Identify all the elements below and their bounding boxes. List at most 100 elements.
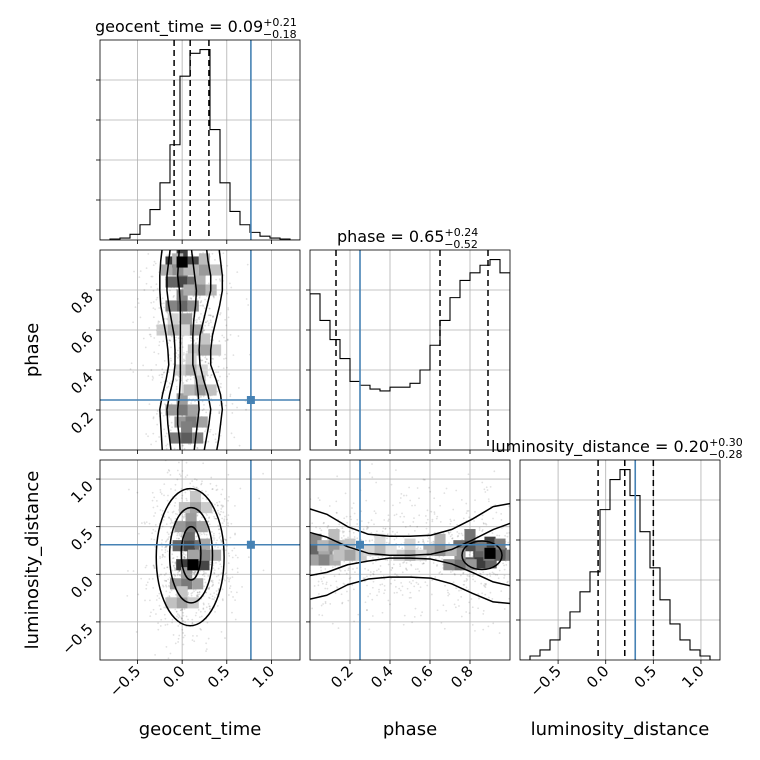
sample-point: [209, 367, 212, 370]
sample-point: [169, 429, 172, 432]
sample-point: [189, 241, 191, 243]
sample-point: [213, 569, 216, 572]
sample-point: [216, 528, 218, 530]
sample-point: [220, 510, 222, 513]
sample-point: [209, 376, 212, 379]
sample-point: [165, 444, 168, 447]
sample-point: [194, 589, 197, 591]
sample-point: [199, 187, 201, 189]
sample-point: [180, 616, 183, 619]
sample-point: [471, 623, 474, 626]
sample-point: [451, 533, 453, 536]
sample-point: [393, 538, 396, 541]
sample-point: [180, 533, 182, 535]
sample-point: [161, 553, 164, 556]
sample-point: [172, 565, 175, 567]
sample-point: [394, 573, 396, 575]
sample-point: [169, 228, 171, 230]
sample-point: [162, 371, 165, 374]
sample-point: [216, 539, 218, 542]
sample-point: [582, 508, 584, 510]
sample-point: [530, 571, 532, 573]
sample-point: [228, 507, 230, 509]
sample-point: [214, 244, 216, 246]
sample-point: [454, 606, 457, 609]
sample-point: [387, 520, 390, 522]
sample-point: [301, 572, 303, 574]
sample-point: [220, 236, 222, 238]
sample-point: [536, 573, 538, 575]
sample-point: [201, 359, 204, 362]
sample-point: [323, 521, 325, 524]
sample-point: [498, 534, 501, 537]
sample-point: [348, 577, 351, 580]
sample-point: [184, 554, 187, 556]
sample-point: [325, 581, 328, 584]
sample-point: [455, 587, 458, 590]
sample-point: [158, 374, 161, 377]
sample-point: [178, 570, 181, 573]
sample-point: [196, 469, 198, 471]
y-tick-label: 0.2: [67, 408, 97, 438]
sample-point: [145, 584, 148, 586]
sample-point: [215, 561, 217, 564]
sample-point: [390, 555, 393, 558]
sample-point: [577, 538, 579, 540]
density-cell: [310, 554, 319, 566]
sample-point: [172, 296, 175, 298]
sample-point: [508, 597, 510, 600]
sample-point: [431, 518, 434, 521]
sample-point: [425, 522, 428, 524]
sample-point: [450, 520, 452, 523]
sample-point: [399, 563, 401, 566]
y-tick-label: 1.0: [67, 477, 97, 507]
sample-point: [163, 579, 166, 582]
sample-point: [164, 223, 166, 225]
sample-point: [430, 541, 433, 544]
sample-point: [169, 451, 171, 453]
sample-point: [245, 548, 247, 550]
sample-point: [205, 457, 207, 459]
sample-point: [155, 500, 158, 502]
sample-point: [218, 410, 221, 413]
sample-point: [306, 547, 308, 549]
sample-point: [262, 472, 264, 475]
sample-point: [487, 625, 490, 628]
sample-point: [390, 582, 392, 585]
sample-point: [174, 497, 177, 500]
sample-point: [485, 582, 488, 585]
sample-point: [164, 545, 167, 548]
sample-point: [158, 592, 161, 595]
sample-point: [176, 222, 178, 224]
sample-point: [178, 573, 181, 576]
sample-point: [207, 602, 210, 605]
sample-point: [184, 556, 187, 559]
sample-point: [215, 541, 218, 544]
sample-point: [195, 487, 198, 489]
sample-point: [174, 512, 177, 515]
sample-point: [166, 215, 168, 217]
sample-point: [161, 556, 164, 559]
sample-point: [171, 557, 174, 560]
sample-point: [159, 608, 162, 611]
sample-point: [166, 317, 168, 320]
density-cell: [176, 597, 188, 609]
sample-point: [393, 579, 396, 582]
sample-point: [158, 604, 161, 607]
sample-point: [218, 536, 221, 539]
sample-point: [150, 275, 153, 278]
sample-point: [506, 535, 509, 538]
sample-point: [438, 555, 441, 558]
sample-point: [390, 559, 393, 561]
sample-point: [158, 307, 161, 309]
sample-point: [320, 569, 323, 572]
sample-point: [478, 527, 481, 529]
sample-point: [222, 511, 225, 514]
sample-point: [491, 598, 494, 600]
density-cell: [176, 404, 188, 416]
sample-point: [220, 382, 222, 385]
sample-point: [234, 599, 236, 601]
sample-point: [165, 221, 167, 223]
sample-point: [399, 501, 401, 504]
sample-point: [205, 358, 208, 361]
